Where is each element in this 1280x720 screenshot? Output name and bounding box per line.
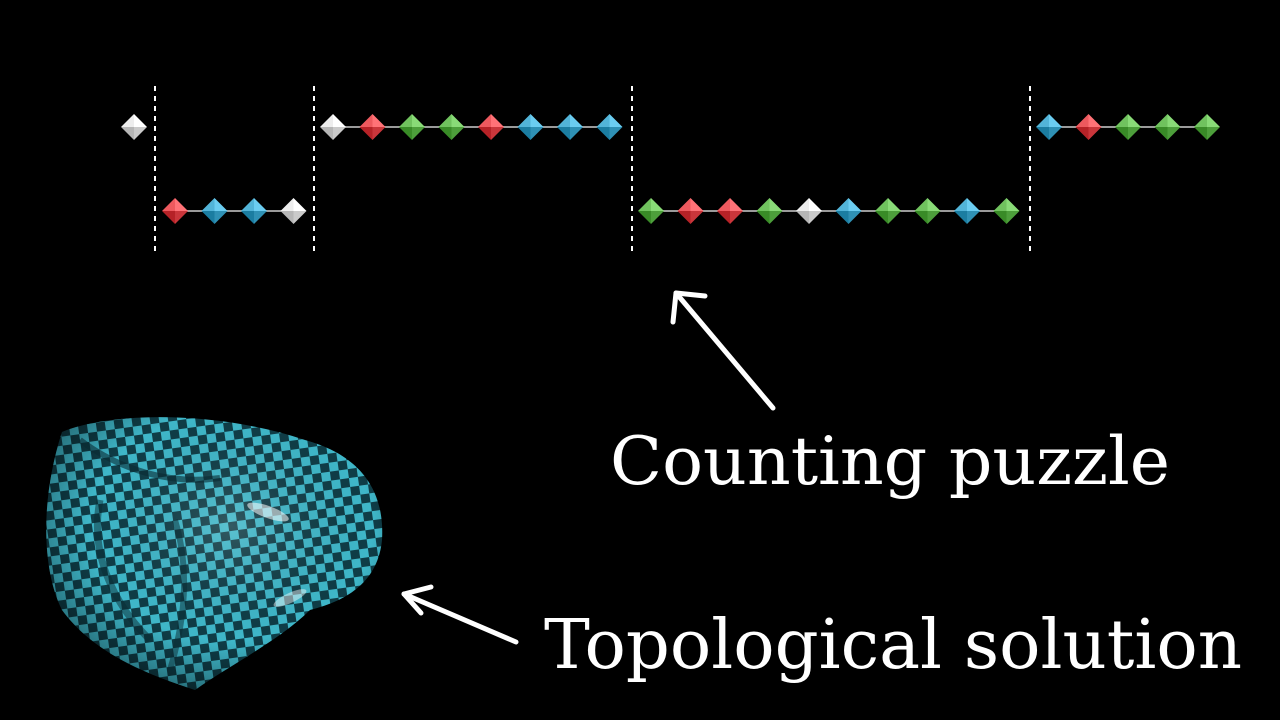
bead-green — [399, 114, 425, 140]
bead-blue — [201, 198, 228, 224]
arrow-left-icon — [401, 584, 519, 645]
arrow-up-left-icon — [670, 290, 776, 411]
bead-red — [359, 114, 386, 140]
bead-blue — [517, 114, 544, 140]
bead-white — [121, 114, 147, 140]
cut-dividers — [154, 86, 1031, 252]
bead-blue — [954, 198, 980, 224]
bead-green — [638, 198, 664, 224]
bead-green — [1154, 114, 1181, 140]
bead-red — [478, 114, 504, 140]
counting-puzzle-label: Counting puzzle — [610, 423, 1170, 500]
bead-red — [162, 198, 188, 224]
bead-white — [280, 198, 307, 224]
bead-red — [1075, 114, 1102, 140]
bead-green — [1115, 114, 1141, 140]
bead-blue — [557, 114, 583, 140]
bead-white — [320, 114, 346, 140]
necklace-connectors — [175, 126, 1207, 212]
bead-blue — [241, 198, 267, 224]
bead-green — [1194, 114, 1220, 140]
necklace-diagram — [121, 86, 1220, 252]
bead-green — [875, 198, 901, 224]
topological-solution-label: Topological solution — [544, 606, 1242, 685]
checkered-surface-image — [46, 417, 383, 690]
bead-green — [993, 198, 1020, 224]
bead-red — [677, 198, 704, 224]
bead-blue — [1036, 114, 1062, 140]
bead-white — [796, 198, 822, 224]
necklace-beads — [121, 114, 1220, 224]
bead-green — [914, 198, 941, 224]
bead-green — [756, 198, 783, 224]
bead-green — [438, 114, 465, 140]
bead-blue — [835, 198, 862, 224]
bead-blue — [596, 114, 623, 140]
bead-red — [717, 198, 743, 224]
